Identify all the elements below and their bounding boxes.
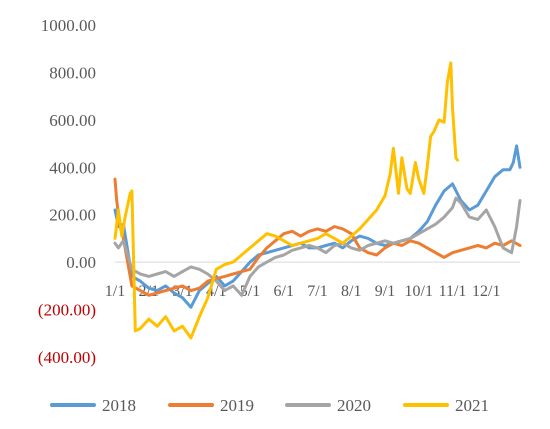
y-tick-label: 0.00	[66, 253, 96, 272]
legend-label-2018: 2018	[102, 396, 136, 415]
y-tick-label: 800.00	[49, 63, 96, 82]
x-tick-label: 9/1	[375, 283, 395, 300]
x-tick-label: 2/1	[139, 283, 159, 300]
x-tick-label: 11/1	[439, 283, 467, 300]
y-tick-label: 1000.00	[41, 16, 96, 35]
x-tick-label: 12/1	[472, 283, 500, 300]
legend-label-2020: 2020	[337, 396, 371, 415]
series-lines	[113, 61, 522, 340]
legend-label-2019: 2019	[220, 396, 254, 415]
x-tick-label: 6/1	[274, 283, 294, 300]
x-tick-label: 10/1	[405, 283, 433, 300]
series-line-2021	[113, 61, 460, 340]
x-tick-label: 8/1	[341, 283, 361, 300]
series-line-2019	[113, 177, 522, 297]
y-axis-tick-labels: 1000.00 800.00 600.00 400.00 200.00 0.00 (200.…	[38, 16, 96, 367]
y-tick-label: 400.00	[49, 158, 96, 177]
series-line-2018	[113, 144, 522, 309]
legend-label-2021: 2021	[455, 396, 489, 415]
y-tick-label: (400.00)	[38, 348, 96, 367]
legend: 2018 2019 2020 2021	[50, 396, 489, 415]
y-tick-label: 200.00	[49, 206, 96, 225]
series-line-2020	[113, 196, 522, 297]
y-tick-label: (200.00)	[38, 301, 96, 320]
x-tick-label: 7/1	[307, 283, 327, 300]
x-tick-label: 1/1	[105, 283, 125, 300]
y-tick-label: 600.00	[49, 111, 96, 130]
